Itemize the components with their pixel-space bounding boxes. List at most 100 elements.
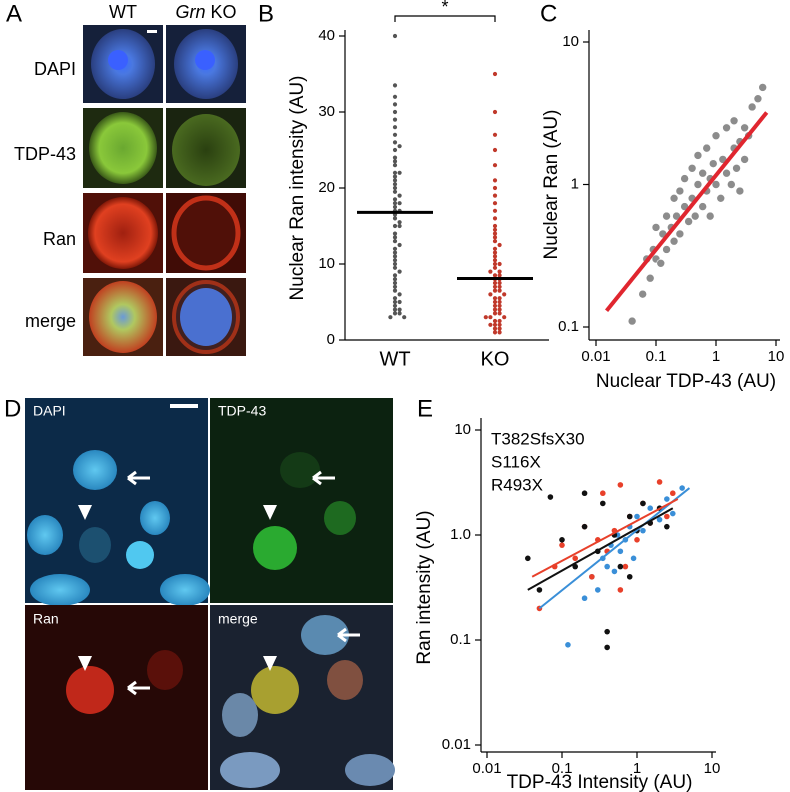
data-point bbox=[735, 186, 745, 196]
significance-mark: * bbox=[441, 0, 448, 17]
data-point bbox=[397, 299, 402, 305]
data-point bbox=[680, 174, 689, 183]
data-point bbox=[392, 109, 398, 115]
data-point bbox=[492, 318, 498, 324]
data-point bbox=[397, 170, 402, 175]
data-point bbox=[492, 216, 498, 221]
data-point bbox=[492, 208, 498, 213]
data-point bbox=[392, 235, 398, 240]
data-point bbox=[669, 510, 676, 517]
data-point bbox=[392, 197, 398, 202]
x-tick-label: 0.1 bbox=[646, 348, 667, 365]
data-point bbox=[732, 163, 741, 173]
data-point bbox=[392, 280, 398, 286]
data-point bbox=[492, 163, 498, 168]
data-point bbox=[581, 523, 588, 530]
data-point bbox=[693, 151, 703, 160]
data-point bbox=[392, 125, 398, 130]
row-label: Ran bbox=[43, 229, 76, 249]
data-point bbox=[392, 102, 398, 107]
fit-line bbox=[527, 507, 674, 591]
data-point bbox=[397, 269, 402, 274]
data-point bbox=[727, 180, 736, 189]
data-point bbox=[640, 527, 646, 534]
data-point bbox=[492, 223, 498, 229]
data-point bbox=[669, 236, 679, 246]
data-point bbox=[622, 563, 629, 570]
data-point bbox=[617, 482, 624, 488]
panel-letter: D bbox=[4, 395, 21, 422]
y-tick-label: 10 bbox=[562, 33, 579, 50]
data-point bbox=[397, 307, 402, 312]
data-point bbox=[392, 163, 398, 168]
data-point bbox=[492, 71, 498, 77]
data-point bbox=[492, 326, 498, 331]
data-point bbox=[687, 163, 697, 173]
data-point bbox=[492, 307, 498, 312]
data-point bbox=[662, 211, 671, 221]
data-point bbox=[492, 265, 498, 270]
data-point bbox=[656, 516, 663, 523]
data-point bbox=[630, 555, 637, 562]
data-point bbox=[758, 83, 767, 92]
data-point bbox=[600, 500, 606, 507]
data-point bbox=[392, 33, 398, 39]
data-point bbox=[392, 117, 398, 122]
data-point bbox=[690, 211, 700, 221]
data-point bbox=[656, 479, 663, 485]
data-point bbox=[711, 131, 721, 141]
y-axis-label: Nuclear Ran intensity (AU) bbox=[287, 76, 308, 301]
data-point bbox=[392, 83, 398, 88]
x-axis-label: Nuclear TDP-43 (AU) bbox=[596, 371, 776, 392]
legend-entry: R493X bbox=[491, 475, 543, 494]
data-point bbox=[492, 273, 498, 278]
data-point bbox=[669, 194, 679, 203]
quadrant-label: TDP-43 bbox=[218, 403, 266, 419]
data-point bbox=[397, 193, 402, 198]
data-point bbox=[392, 132, 398, 137]
data-point bbox=[708, 159, 718, 168]
data-point bbox=[392, 174, 398, 179]
data-point bbox=[716, 194, 726, 203]
data-point bbox=[492, 322, 498, 327]
data-point bbox=[388, 315, 393, 320]
data-point bbox=[702, 143, 712, 153]
data-point bbox=[651, 223, 661, 232]
y-tick-label: 10 bbox=[318, 255, 335, 272]
data-point bbox=[492, 132, 498, 137]
data-point bbox=[492, 261, 498, 267]
data-point bbox=[684, 217, 693, 226]
data-point bbox=[392, 140, 398, 145]
data-point bbox=[626, 513, 633, 520]
row-label: DAPI bbox=[34, 59, 76, 79]
data-point bbox=[392, 201, 398, 206]
data-point bbox=[488, 269, 493, 274]
data-point bbox=[492, 299, 498, 305]
data-point bbox=[483, 315, 488, 320]
data-point bbox=[492, 193, 498, 198]
data-point bbox=[392, 170, 398, 175]
y-tick-label: 1.0 bbox=[450, 526, 471, 543]
data-point bbox=[392, 307, 398, 312]
data-point bbox=[640, 500, 646, 507]
data-point bbox=[492, 280, 498, 286]
data-point bbox=[392, 204, 398, 210]
fit-line bbox=[605, 111, 769, 313]
data-point bbox=[497, 299, 502, 305]
genotype-suffix: KO bbox=[211, 2, 237, 22]
data-point bbox=[497, 280, 502, 286]
data-point bbox=[572, 563, 579, 570]
data-point bbox=[492, 311, 498, 316]
data-point bbox=[627, 316, 637, 326]
data-point bbox=[392, 254, 398, 259]
data-point bbox=[675, 229, 685, 239]
data-point bbox=[547, 494, 554, 500]
data-point bbox=[392, 223, 398, 229]
y-axis-label: Ran intensity (AU) bbox=[414, 510, 435, 664]
data-point bbox=[492, 178, 498, 183]
data-point bbox=[634, 537, 640, 543]
data-point bbox=[664, 496, 670, 502]
data-point bbox=[492, 284, 498, 289]
data-point bbox=[392, 299, 398, 305]
